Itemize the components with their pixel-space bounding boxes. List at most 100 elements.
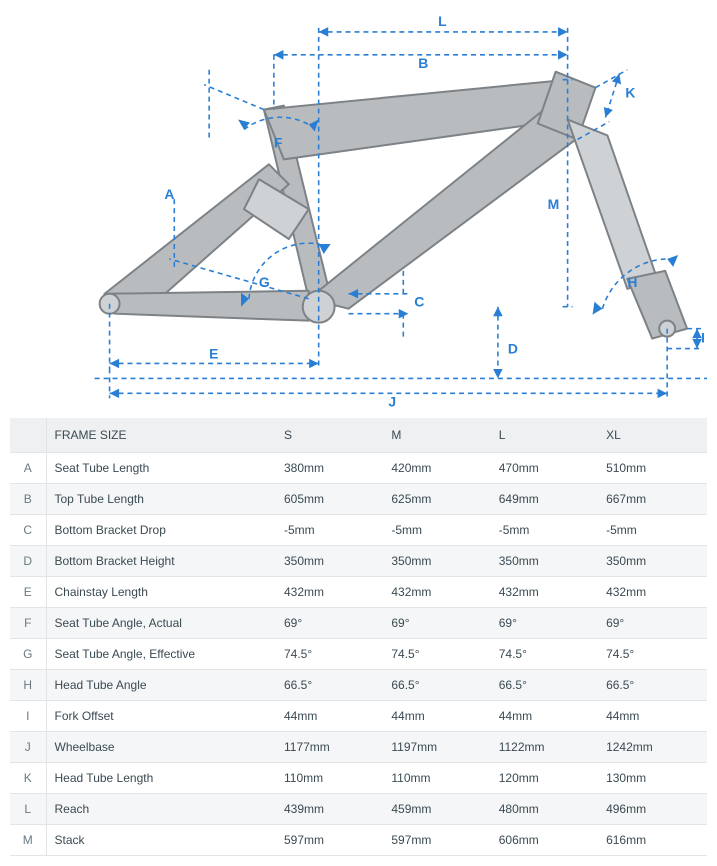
row-label: Seat Tube Length: [46, 453, 276, 484]
table-row: JWheelbase1177mm1197mm1122mm1242mm: [10, 732, 707, 763]
row-label: Seat Tube Angle, Effective: [46, 639, 276, 670]
row-value: -5mm: [383, 515, 490, 546]
table-row: ASeat Tube Length380mm420mm470mm510mm: [10, 453, 707, 484]
row-value: 1122mm: [491, 732, 598, 763]
label-a: A: [164, 186, 174, 202]
row-label: Head Tube Length: [46, 763, 276, 794]
row-value: 120mm: [491, 763, 598, 794]
row-value: 432mm: [276, 577, 383, 608]
row-label: Seat Tube Angle, Actual: [46, 608, 276, 639]
row-key: G: [10, 639, 46, 670]
table-row: KHead Tube Length110mm110mm120mm130mm: [10, 763, 707, 794]
row-value: -5mm: [598, 515, 707, 546]
row-value: 432mm: [491, 577, 598, 608]
row-value: 69°: [383, 608, 490, 639]
row-value: 74.5°: [598, 639, 707, 670]
header-size-s: S: [276, 418, 383, 453]
row-label: Chainstay Length: [46, 577, 276, 608]
row-value: 69°: [491, 608, 598, 639]
table-row: IFork Offset44mm44mm44mm44mm: [10, 701, 707, 732]
label-c: C: [414, 294, 424, 310]
row-value: 480mm: [491, 794, 598, 825]
row-value: 74.5°: [383, 639, 490, 670]
table-row: GSeat Tube Angle, Effective74.5°74.5°74.…: [10, 639, 707, 670]
row-key: H: [10, 670, 46, 701]
row-value: 649mm: [491, 484, 598, 515]
table-row: MStack597mm597mm606mm616mm: [10, 825, 707, 856]
row-value: 459mm: [383, 794, 490, 825]
row-value: 44mm: [383, 701, 490, 732]
row-value: 597mm: [383, 825, 490, 856]
row-value: 66.5°: [276, 670, 383, 701]
row-label: Reach: [46, 794, 276, 825]
row-value: 74.5°: [491, 639, 598, 670]
row-key: C: [10, 515, 46, 546]
row-value: 110mm: [383, 763, 490, 794]
row-value: 1197mm: [383, 732, 490, 763]
row-value: 350mm: [276, 546, 383, 577]
row-label: Head Tube Angle: [46, 670, 276, 701]
row-value: 432mm: [598, 577, 707, 608]
label-f: F: [274, 134, 283, 150]
row-value: -5mm: [491, 515, 598, 546]
label-i: I: [701, 330, 705, 346]
row-value: 66.5°: [491, 670, 598, 701]
row-key: A: [10, 453, 46, 484]
label-e: E: [209, 345, 218, 361]
row-key: K: [10, 763, 46, 794]
header-size-l: L: [491, 418, 598, 453]
label-k: K: [625, 85, 635, 101]
label-d: D: [508, 341, 518, 357]
table-header-row: FRAME SIZE S M L XL: [10, 418, 707, 453]
row-value: 66.5°: [598, 670, 707, 701]
header-frame-size: FRAME SIZE: [46, 418, 276, 453]
row-value: 606mm: [491, 825, 598, 856]
header-size-m: M: [383, 418, 490, 453]
row-key: D: [10, 546, 46, 577]
row-value: 597mm: [276, 825, 383, 856]
row-value: 625mm: [383, 484, 490, 515]
header-blank: [10, 418, 46, 453]
row-value: 667mm: [598, 484, 707, 515]
row-value: 69°: [276, 608, 383, 639]
row-value: 44mm: [491, 701, 598, 732]
row-label: Top Tube Length: [46, 484, 276, 515]
row-value: 350mm: [383, 546, 490, 577]
row-value: 1177mm: [276, 732, 383, 763]
row-label: Fork Offset: [46, 701, 276, 732]
table-row: EChainstay Length432mm432mm432mm432mm: [10, 577, 707, 608]
row-key: L: [10, 794, 46, 825]
row-value: -5mm: [276, 515, 383, 546]
row-value: 110mm: [276, 763, 383, 794]
row-value: 350mm: [491, 546, 598, 577]
geometry-diagram: L B K F A M G H C D E I J: [10, 10, 707, 408]
row-value: 420mm: [383, 453, 490, 484]
geometry-table: FRAME SIZE S M L XL ASeat Tube Length380…: [10, 418, 707, 856]
row-value: 439mm: [276, 794, 383, 825]
table-row: LReach439mm459mm480mm496mm: [10, 794, 707, 825]
label-j: J: [388, 393, 396, 408]
row-value: 510mm: [598, 453, 707, 484]
fork: [568, 120, 687, 339]
row-label: Bottom Bracket Drop: [46, 515, 276, 546]
table-row: CBottom Bracket Drop-5mm-5mm-5mm-5mm: [10, 515, 707, 546]
row-label: Wheelbase: [46, 732, 276, 763]
row-value: 350mm: [598, 546, 707, 577]
row-value: 496mm: [598, 794, 707, 825]
row-label: Bottom Bracket Height: [46, 546, 276, 577]
table-row: FSeat Tube Angle, Actual69°69°69°69°: [10, 608, 707, 639]
row-value: 130mm: [598, 763, 707, 794]
row-value: 605mm: [276, 484, 383, 515]
row-key: B: [10, 484, 46, 515]
row-value: 74.5°: [276, 639, 383, 670]
row-key: M: [10, 825, 46, 856]
row-key: J: [10, 732, 46, 763]
header-size-xl: XL: [598, 418, 707, 453]
label-m: M: [548, 196, 560, 212]
row-value: 470mm: [491, 453, 598, 484]
row-value: 380mm: [276, 453, 383, 484]
row-value: 1242mm: [598, 732, 707, 763]
row-value: 432mm: [383, 577, 490, 608]
label-h: H: [627, 274, 637, 290]
table-row: BTop Tube Length605mm625mm649mm667mm: [10, 484, 707, 515]
